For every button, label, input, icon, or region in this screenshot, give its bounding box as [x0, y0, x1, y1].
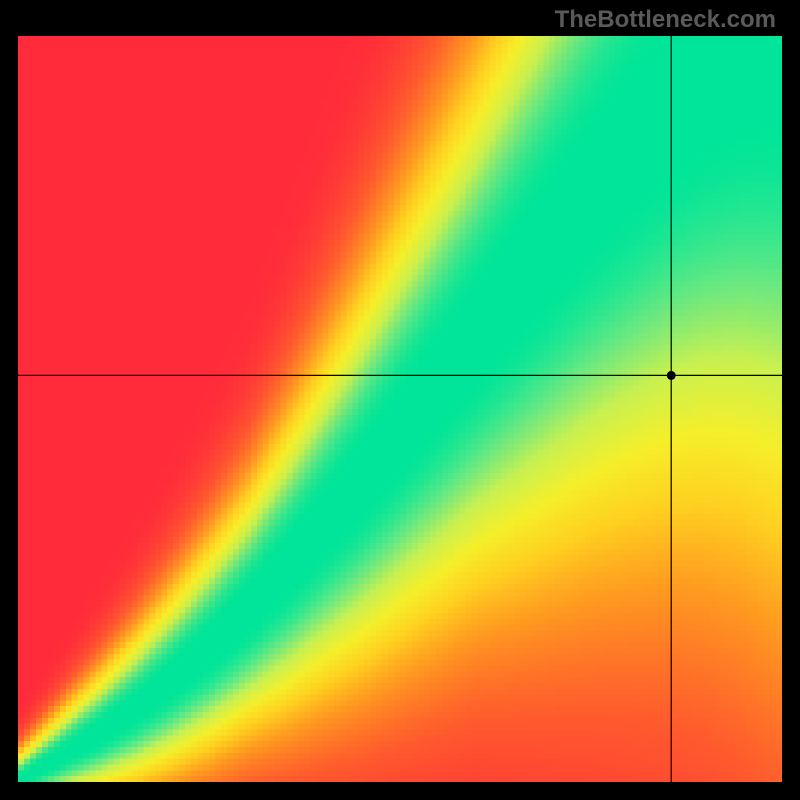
chart-container: { "type": "heatmap", "watermark": { "tex…	[0, 0, 800, 800]
bottleneck-heatmap	[18, 36, 782, 782]
watermark-text: TheBottleneck.com	[555, 6, 776, 34]
